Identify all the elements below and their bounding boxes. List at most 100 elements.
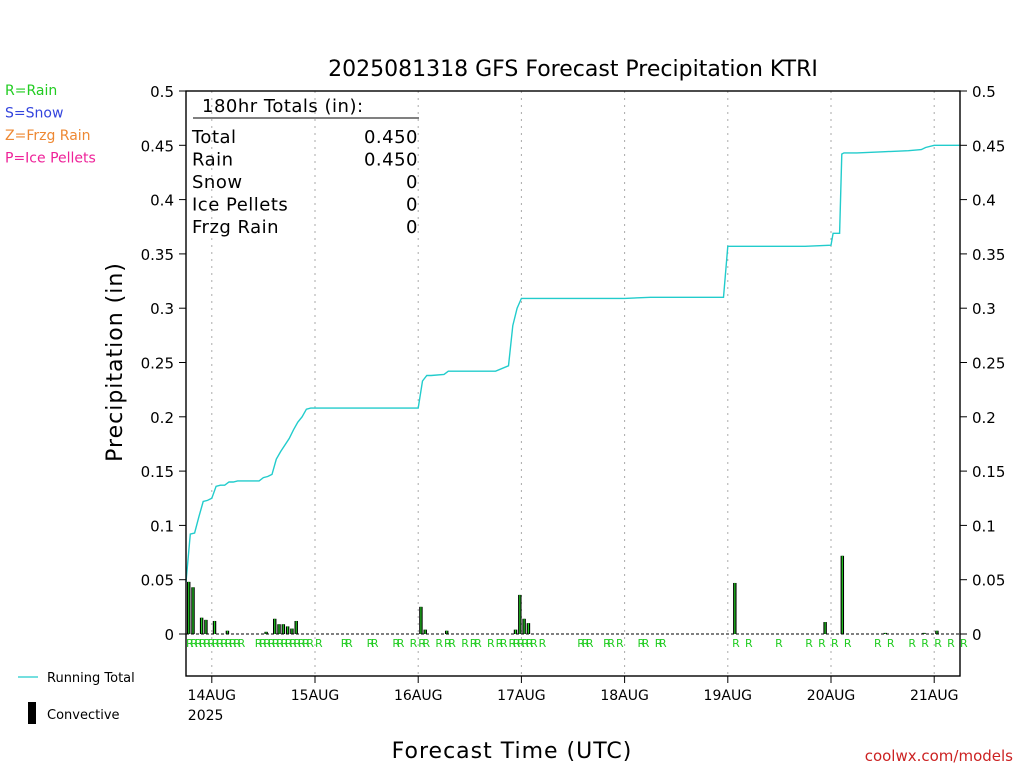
rain-bar-core — [514, 629, 517, 634]
rain-bar-core — [278, 624, 280, 634]
rain-bar-core — [446, 630, 448, 634]
precip-type-label: R — [500, 637, 508, 650]
totals-row-value: 0 — [406, 172, 418, 193]
rain-bar-core — [734, 582, 736, 634]
convective-legend-label: Convective — [47, 708, 120, 723]
precip-type-label: R — [345, 637, 353, 650]
y-tick-label-right: 0.2 — [972, 409, 996, 427]
precip-type-label: R — [212, 637, 220, 650]
x-tick-label: 17AUG — [497, 688, 546, 704]
precip-type-label: R — [208, 637, 216, 650]
x-tick-label: 19AUG — [704, 688, 753, 704]
totals-row-label: Rain — [192, 150, 234, 171]
totals-row-value: 0 — [406, 217, 418, 238]
y-tick-label-right: 0.3 — [972, 300, 996, 318]
x-tick-label: 15AUG — [291, 688, 340, 704]
x-tick-label: 14AUG — [188, 688, 237, 704]
y-tick-label-right: 0.15 — [972, 463, 1005, 481]
precip-type-label: R — [874, 637, 882, 650]
precip-type-legend: R=Rain S=Snow Z=Frzg Rain P=Ice Pellets — [5, 83, 96, 167]
chart-title: 2025081318 GFS Forecast Precipitation KT… — [328, 57, 818, 82]
precip-type-label: R — [586, 637, 594, 650]
totals-row-label: Ice Pellets — [192, 195, 288, 216]
precip-type-label: R — [444, 637, 452, 650]
y-tick-label-left: 0.2 — [150, 409, 174, 427]
precip-type-label: R — [220, 637, 228, 650]
y-axis-ticks: 0 00.05 0.050.1 0.10.15 0.150.2 0.20.25 0.250.… — [141, 83, 1006, 644]
precip-type-label: R — [582, 637, 590, 650]
rain-bar-core — [287, 626, 289, 634]
totals-box: 180hr Totals (in): Total 0.450 Rain 0.450 Sn… — [191, 96, 419, 238]
rain-bar-core — [884, 632, 886, 634]
precip-type-label: R — [921, 637, 929, 650]
plot-frame — [185, 90, 961, 677]
x-tick-label: 16AUG — [394, 688, 443, 704]
y-tick-label-left: 0.25 — [141, 355, 174, 373]
precip-type-label: R — [199, 637, 207, 650]
precip-type-label: R — [642, 637, 650, 650]
y-tick-label-right: 0.1 — [972, 517, 996, 535]
totals-row-label: Total — [191, 127, 237, 148]
precip-type-label: R — [775, 637, 783, 650]
totals-row-value: 0 — [406, 195, 418, 216]
running-total-line — [185, 144, 960, 582]
y-tick-label-left: 0.45 — [141, 137, 174, 155]
totals-row-label: Snow — [192, 172, 243, 193]
precip-type-label: R — [423, 637, 431, 650]
y-tick-label-right: 0.45 — [972, 137, 1005, 155]
precip-type-label: R — [435, 637, 443, 650]
totals-row-value: 0.450 — [364, 150, 418, 171]
precip-type-label: R — [487, 637, 495, 650]
rain-bar-core — [205, 619, 207, 634]
rain-bar-core — [936, 630, 938, 634]
y-tick-label-right: 0.25 — [972, 355, 1005, 373]
rain-bar-core — [213, 620, 216, 634]
type-legend-item: S=Snow — [5, 106, 63, 122]
precip-type-label: R — [272, 637, 280, 650]
precip-type-label: R — [255, 637, 263, 650]
rain-bar-core — [282, 624, 284, 634]
precip-type-label: R — [539, 637, 547, 650]
rain-bar-core — [226, 630, 229, 634]
rain-bar-core — [824, 622, 826, 634]
x-tick-label: 18AUG — [600, 688, 649, 704]
rain-bar-core — [519, 594, 521, 634]
rain-bar-core — [201, 617, 203, 634]
precip-type-label: R — [521, 637, 529, 650]
precip-type-label: R — [418, 637, 426, 650]
precip-type-label: R — [732, 637, 740, 650]
x-axis-ticks: 14AUG 2025 15AUG 16AUG 17AUG 18AUG 19AUG 20AUG 2… — [188, 676, 958, 724]
precip-type-label: R — [195, 637, 203, 650]
precip-type-label: R — [908, 637, 916, 650]
precip-type-label: R — [268, 637, 276, 650]
y-tick-label-left: 0.3 — [150, 300, 174, 318]
precip-type-label: R — [530, 637, 538, 650]
precip-type-label: R — [276, 637, 284, 650]
precip-type-label: R — [190, 637, 198, 650]
precip-type-label: R — [410, 637, 418, 650]
vertical-gridlines — [211, 91, 935, 676]
precip-type-label: R — [934, 637, 942, 650]
precip-type-label: R — [281, 637, 289, 650]
precip-type-label: R — [517, 637, 525, 650]
precip-type-label: R — [805, 637, 813, 650]
y-tick-label-right: 0.5 — [972, 83, 996, 101]
precip-type-label: R — [638, 637, 646, 650]
precip-type-label: R — [216, 637, 224, 650]
rain-bar-core — [424, 629, 426, 634]
convective-legend-swatch — [28, 702, 36, 724]
precip-type-label: R — [306, 637, 314, 650]
precip-type-label: R — [745, 637, 753, 650]
running-total-legend-label: Running Total — [47, 671, 135, 686]
type-legend-item: R=Rain — [5, 83, 57, 99]
y-tick-label-left: 0.1 — [150, 517, 174, 535]
x-axis-label: Forecast Time (UTC) — [392, 739, 633, 764]
precip-type-label: R — [229, 637, 237, 650]
precip-type-label: R — [315, 637, 323, 650]
precip-type-label: R — [470, 637, 478, 650]
type-legend-item: P=Ice Pellets — [5, 151, 96, 167]
y-tick-label-left: 0.4 — [150, 192, 174, 210]
precip-type-label: R — [607, 637, 615, 650]
convective-bars — [187, 555, 939, 634]
